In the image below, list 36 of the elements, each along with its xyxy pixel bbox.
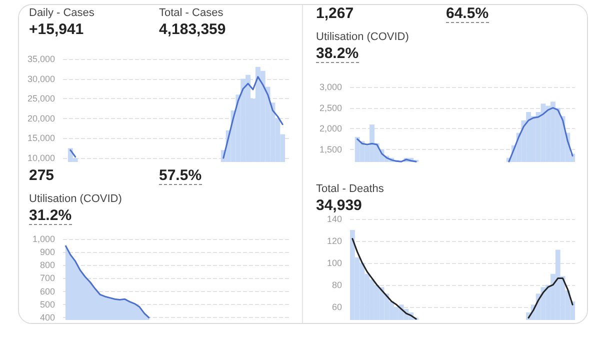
y-tick-label: 700 bbox=[40, 273, 55, 284]
text: 57.5% bbox=[159, 167, 202, 185]
y-tick-label: 25,000 bbox=[27, 94, 55, 104]
text: Total - Cases bbox=[159, 7, 224, 19]
y-tick-label: 1,000 bbox=[32, 234, 55, 244]
text: 31.2% bbox=[29, 207, 72, 225]
y-tick-label: 80 bbox=[332, 280, 342, 290]
y-tick-label: 600 bbox=[40, 286, 55, 296]
chart-title: Daily - Cases bbox=[29, 7, 94, 19]
y-tick-label: 500 bbox=[40, 299, 55, 310]
y-tick-label: 120 bbox=[326, 236, 342, 246]
text: 275 bbox=[29, 167, 54, 184]
text: 38.2% bbox=[316, 45, 359, 63]
y-tick-label: 1,500 bbox=[319, 144, 342, 154]
text: 4,183,359 bbox=[159, 21, 226, 38]
y-tick-label: 35,000 bbox=[27, 54, 55, 64]
text: 1,267 bbox=[316, 5, 354, 22]
y-tick-label: 10,000 bbox=[27, 153, 55, 164]
y-tick-label: 30,000 bbox=[27, 74, 55, 84]
text: +15,941 bbox=[29, 21, 84, 38]
text: 34,939 bbox=[316, 197, 362, 214]
y-tick-label: 2,500 bbox=[319, 102, 342, 113]
y-tick-label: 800 bbox=[40, 260, 55, 270]
y-tick-label: 900 bbox=[40, 247, 55, 258]
y-tick-label: 20,000 bbox=[27, 113, 55, 124]
text: 64.5% bbox=[446, 5, 489, 23]
y-tick-label: 15,000 bbox=[27, 133, 55, 144]
text: Utilisation (COVID) bbox=[316, 31, 409, 43]
chart-title: Total - Deaths bbox=[316, 183, 384, 195]
y-tick-label: 2,000 bbox=[319, 124, 342, 134]
text: Utilisation (COVID) bbox=[29, 193, 122, 205]
y-tick-label: 140 bbox=[326, 214, 342, 224]
y-tick-label: 400 bbox=[40, 312, 55, 322]
y-tick-label: 3,000 bbox=[319, 82, 342, 92]
y-tick-label: 100 bbox=[326, 258, 342, 268]
y-tick-label: 60 bbox=[332, 302, 342, 312]
